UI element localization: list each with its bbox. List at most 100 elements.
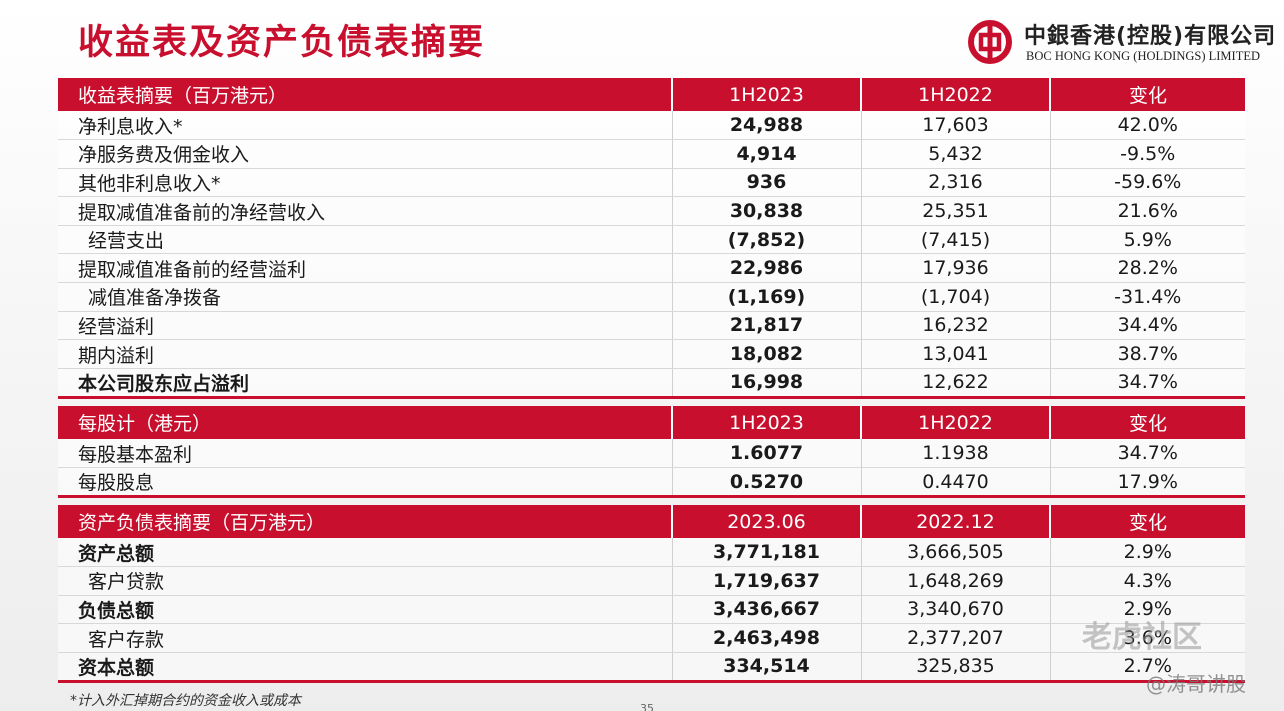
value-period-2: 17,603 — [860, 111, 1050, 141]
logo-en-name: BOC HONG KONG (HOLDINGS) LIMITED — [1026, 49, 1261, 63]
table-row: 资本总额 334,514 325,835 2.7% — [58, 652, 1245, 683]
header-label: 每股计（港元） — [58, 406, 672, 439]
value-change: 28.2% — [1049, 253, 1245, 284]
value-change: 34.7% — [1049, 439, 1245, 469]
table-row: 负债总额 3,436,667 3,340,670 2.9% — [58, 595, 1245, 625]
value-period-1: (7,852) — [671, 225, 861, 255]
value-change: 34.7% — [1049, 368, 1245, 399]
header-label: 收益表摘要（百万港元） — [58, 78, 672, 111]
value-period-2: (7,415) — [860, 225, 1050, 255]
logo-cn-name: 中銀香港(控股)有限公司 — [1024, 24, 1277, 49]
value-period-2: 2,377,207 — [860, 623, 1050, 653]
company-logo: 中銀香港(控股)有限公司 BOC HONG KONG (HOLDINGS) LI… — [968, 18, 1284, 66]
value-period-1: 0.5270 — [671, 467, 861, 499]
table-row: 提取减值准备前的净经营收入 30,838 25,351 21.6% — [58, 196, 1245, 226]
table-row: 提取减值准备前的经营溢利 22,986 17,936 28.2% — [58, 253, 1245, 284]
table-row: 每股股息 0.5270 0.4470 17.9% — [58, 467, 1245, 499]
value-period-1: 21,817 — [671, 311, 861, 341]
value-change: 2.7% — [1049, 652, 1245, 683]
header-period-1: 1H2023 — [671, 406, 861, 439]
per-share-rows: 每股基本盈利 1.6077 1.1938 34.7% 每股股息 0.5270 0.4470 1… — [58, 439, 1245, 499]
page-title: 收益表及资产负债表摘要 — [78, 23, 486, 63]
row-label: 每股股息 — [58, 467, 672, 499]
boc-logo-icon — [968, 20, 1012, 64]
value-change: 17.9% — [1049, 467, 1245, 499]
per-share-table: 每股计（港元） 1H2023 1H2022 变化 每股基本盈利 1.6077 1.1… — [58, 406, 1245, 499]
value-change: 5.9% — [1049, 225, 1245, 255]
table-header-row: 每股计（港元） 1H2023 1H2022 变化 — [58, 406, 1245, 439]
table-row: 本公司股东应占溢利 16,998 12,622 34.7% — [58, 368, 1245, 399]
value-period-2: 3,340,670 — [860, 595, 1050, 625]
header-period-2: 1H2022 — [860, 406, 1050, 439]
table-row: 其他非利息收入* 936 2,316 -59.6% — [58, 168, 1245, 198]
value-change: 42.0% — [1049, 111, 1245, 141]
table-row: 客户贷款 1,719,637 1,648,269 4.3% — [58, 566, 1245, 596]
header-change: 变化 — [1049, 505, 1245, 538]
value-period-1: 1.6077 — [671, 439, 861, 469]
income-statement-table: 收益表摘要（百万港元） 1H2023 1H2022 变化 净利息收入* 24,98… — [58, 78, 1245, 399]
value-period-1: 30,838 — [671, 196, 861, 226]
value-period-1: 1,719,637 — [671, 566, 861, 596]
value-period-1: (1,169) — [671, 282, 861, 312]
table-row: 净服务费及佣金收入 4,914 5,432 -9.5% — [58, 139, 1245, 169]
income-rows: 净利息收入* 24,988 17,603 42.0% 净服务费及佣金收入 4,914 5,4… — [58, 111, 1245, 399]
header-label: 资产负债表摘要（百万港元） — [58, 505, 672, 538]
row-label: 经营溢利 — [58, 311, 672, 341]
table-row: 客户存款 2,463,498 2,377,207 3.6% — [58, 623, 1245, 653]
value-change: 3.6% — [1049, 623, 1245, 653]
value-period-1: 22,986 — [671, 253, 861, 284]
table-row: 期内溢利 18,082 13,041 38.7% — [58, 339, 1245, 369]
balance-sheet-table: 资产负债表摘要（百万港元） 2023.06 2022.12 变化 资产总额 3,7… — [58, 505, 1245, 683]
value-period-2: (1,704) — [860, 282, 1050, 312]
value-period-1: 2,463,498 — [671, 623, 861, 653]
value-period-2: 13,041 — [860, 339, 1050, 369]
row-label: 经营支出 — [58, 225, 672, 255]
row-label: 负债总额 — [58, 595, 672, 625]
value-change: -31.4% — [1049, 282, 1245, 312]
header-period-2: 1H2022 — [860, 78, 1050, 111]
value-period-1: 334,514 — [671, 652, 861, 683]
value-period-2: 17,936 — [860, 253, 1050, 284]
row-label: 减值准备净拨备 — [58, 282, 672, 312]
value-period-2: 325,835 — [860, 652, 1050, 683]
value-change: 34.4% — [1049, 311, 1245, 341]
row-label: 净服务费及佣金收入 — [58, 139, 672, 169]
row-label: 提取减值准备前的经营溢利 — [58, 253, 672, 284]
watermark: 老虎社区 — [1082, 620, 1202, 655]
value-change: 2.9% — [1049, 538, 1245, 568]
row-label: 提取减值准备前的净经营收入 — [58, 196, 672, 226]
watermark-author: @涛哥讲股 — [1146, 672, 1246, 696]
header-period-2: 2022.12 — [860, 505, 1050, 538]
table-row: 减值准备净拨备 (1,169) (1,704) -31.4% — [58, 282, 1245, 312]
header-change: 变化 — [1049, 406, 1245, 439]
row-label: 客户贷款 — [58, 566, 672, 596]
value-change: 38.7% — [1049, 339, 1245, 369]
value-change: 2.9% — [1049, 595, 1245, 625]
header-period-1: 1H2023 — [671, 78, 861, 111]
value-period-2: 1,648,269 — [860, 566, 1050, 596]
row-label: 资本总额 — [58, 652, 672, 683]
header-change: 变化 — [1049, 78, 1245, 111]
row-label: 资产总额 — [58, 538, 672, 568]
value-change: 21.6% — [1049, 196, 1245, 226]
value-period-1: 3,771,181 — [671, 538, 861, 568]
value-period-1: 3,436,667 — [671, 595, 861, 625]
row-label: 其他非利息收入* — [58, 168, 672, 198]
value-period-2: 3,666,505 — [860, 538, 1050, 568]
value-period-2: 12,622 — [860, 368, 1050, 399]
value-period-2: 2,316 — [860, 168, 1050, 198]
value-period-1: 18,082 — [671, 339, 861, 369]
table-row: 经营溢利 21,817 16,232 34.4% — [58, 311, 1245, 341]
table-header-row: 收益表摘要（百万港元） 1H2023 1H2022 变化 — [58, 78, 1245, 111]
row-label: 净利息收入* — [58, 111, 672, 141]
table-row: 每股基本盈利 1.6077 1.1938 34.7% — [58, 439, 1245, 469]
row-label: 本公司股东应占溢利 — [58, 368, 672, 399]
footnote: *计入外汇掉期合约的资金收入或成本 — [70, 693, 301, 709]
value-period-1: 4,914 — [671, 139, 861, 169]
header-period-1: 2023.06 — [671, 505, 861, 538]
row-label: 每股基本盈利 — [58, 439, 672, 469]
page-number: 35 — [640, 702, 654, 711]
row-label: 客户存款 — [58, 623, 672, 653]
row-label: 期内溢利 — [58, 339, 672, 369]
value-period-1: 24,988 — [671, 111, 861, 141]
